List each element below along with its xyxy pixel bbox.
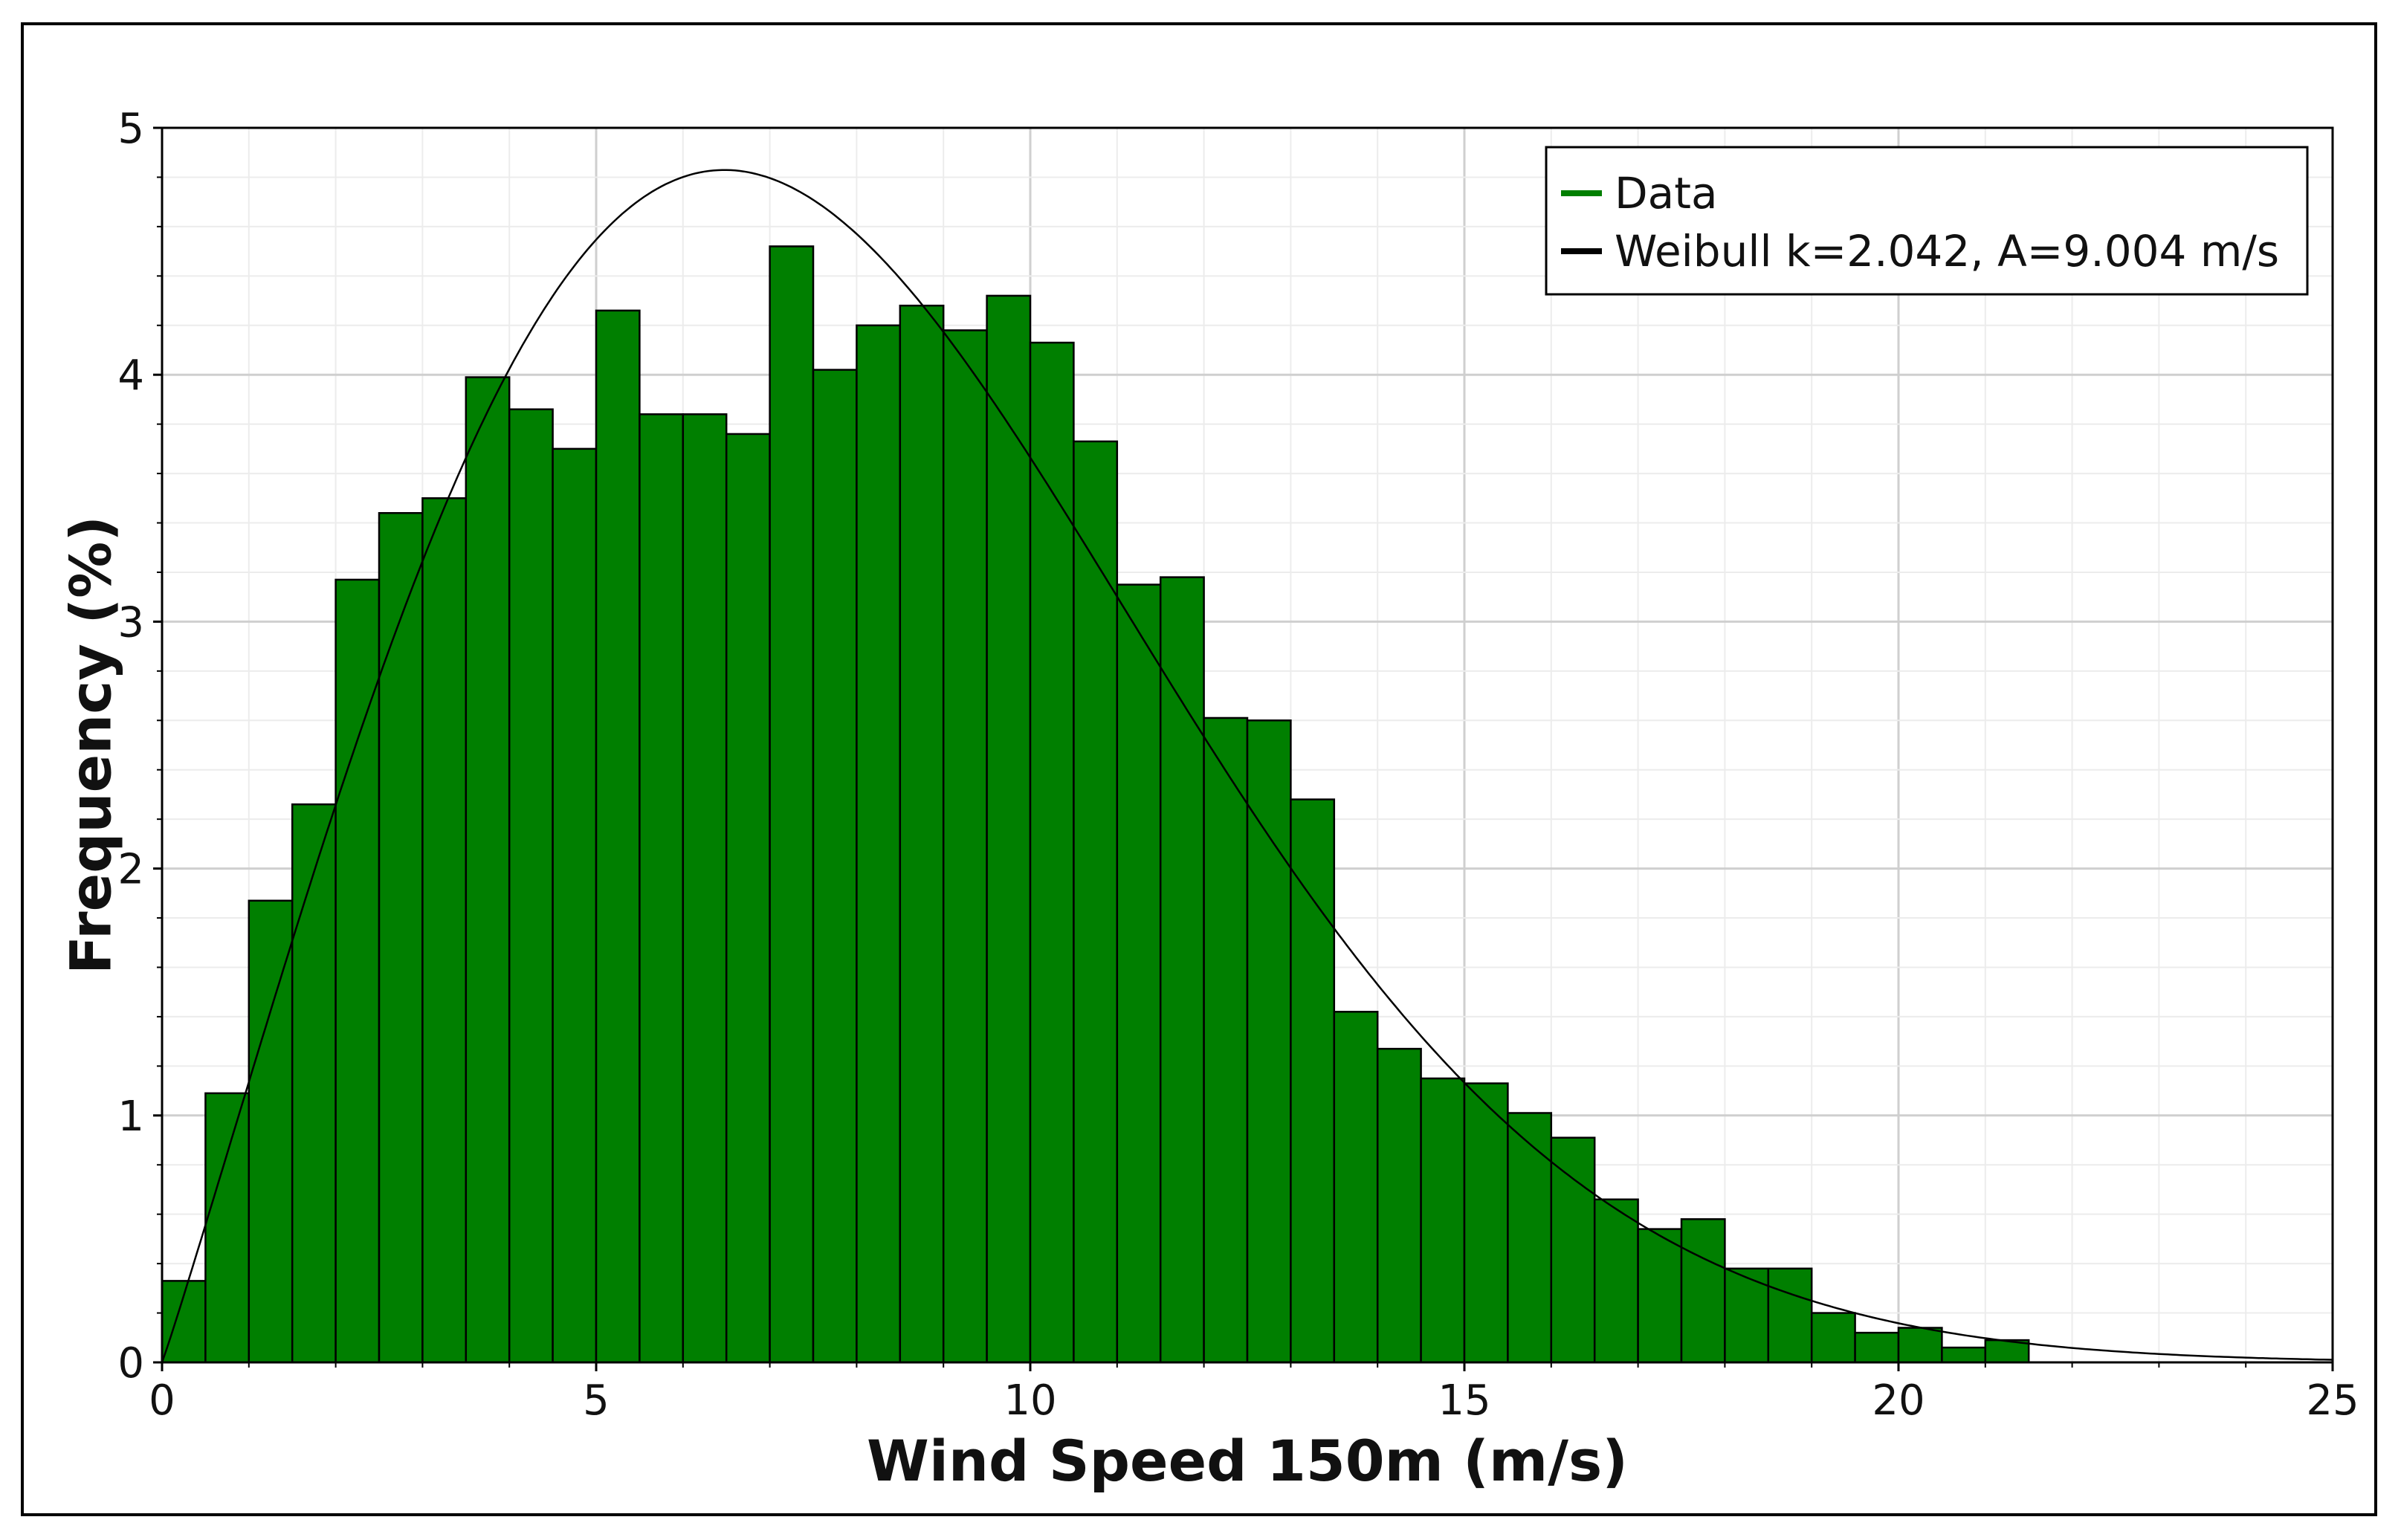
- chart-frame: [21, 22, 2377, 1516]
- y-tick-label: 0: [117, 1339, 144, 1388]
- histogram-bar: [942, 329, 988, 1364]
- histogram-bar: [378, 511, 424, 1364]
- histogram-bar: [1984, 1339, 2030, 1364]
- y-tick-label: 3: [117, 598, 144, 647]
- legend-label-data: Data: [1615, 168, 1718, 219]
- legend-box: [1545, 146, 2309, 296]
- histogram-bar: [1637, 1228, 1683, 1364]
- histogram-bar: [1680, 1218, 1726, 1364]
- x-tick-label: 5: [583, 1376, 610, 1425]
- histogram-bar: [1420, 1077, 1466, 1364]
- histogram-bar: [335, 578, 381, 1364]
- histogram-bar: [856, 324, 902, 1364]
- histogram-bar: [1767, 1267, 1813, 1364]
- histogram-bar: [986, 294, 1032, 1364]
- histogram-bar: [1854, 1331, 1900, 1364]
- histogram-bar: [1246, 719, 1292, 1364]
- x-tick-label: 25: [2306, 1376, 2359, 1425]
- histogram-bar: [682, 413, 728, 1364]
- x-tick-label: 15: [1438, 1376, 1490, 1425]
- y-tick-label: 4: [117, 352, 144, 400]
- histogram-bar: [1941, 1346, 1987, 1364]
- x-tick-label: 0: [149, 1376, 175, 1425]
- histogram-bar: [1593, 1198, 1639, 1364]
- histogram-bar: [465, 376, 511, 1364]
- histogram-bar: [1073, 440, 1119, 1364]
- histogram-bar: [508, 408, 554, 1364]
- histogram-bar: [595, 309, 641, 1364]
- x-tick-label: 20: [1872, 1376, 1925, 1425]
- y-tick-label: 1: [117, 1093, 144, 1141]
- x-axis-label: Wind Speed 150m (m/s): [867, 1428, 1628, 1494]
- legend: Data Weibull k=2.042, A=9.004 m/s: [1545, 146, 2309, 296]
- histogram-bar: [1203, 716, 1249, 1364]
- histogram-bar: [725, 433, 771, 1364]
- histogram-bar: [1810, 1312, 1856, 1364]
- histogram-bar: [1463, 1082, 1509, 1364]
- histogram-bar: [291, 803, 337, 1364]
- histogram-bar: [1029, 341, 1075, 1364]
- y-tick-label: 5: [117, 105, 144, 153]
- histogram-bar: [552, 447, 598, 1364]
- histogram-bar: [1159, 576, 1205, 1364]
- histogram-bar: [1550, 1136, 1596, 1364]
- x-tick-label: 10: [1004, 1376, 1056, 1425]
- y-axis-ticks: 0 1 2 3 4 5: [117, 105, 162, 1388]
- histogram-bar: [1507, 1112, 1553, 1364]
- histogram-bar: [421, 497, 468, 1364]
- histogram-bar: [899, 304, 945, 1364]
- histogram-bars: [161, 245, 2030, 1364]
- histogram-bar: [1897, 1327, 1943, 1364]
- histogram-bar: [248, 899, 294, 1364]
- histogram-bar: [812, 369, 858, 1364]
- weibull-curve: [161, 169, 2333, 1363]
- histogram-bar: [204, 1092, 251, 1364]
- x-axis-ticks: 0 5 10 15 20 25: [149, 1362, 2359, 1425]
- histogram-bar: [1290, 798, 1336, 1364]
- y-tick-label: 2: [117, 846, 144, 894]
- histogram-bar: [1376, 1047, 1422, 1364]
- histogram-bar: [1116, 583, 1162, 1364]
- histogram-bar: [1333, 1011, 1379, 1364]
- histogram-bar: [639, 413, 685, 1364]
- legend-label-weibull: Weibull k=2.042, A=9.004 m/s: [1615, 226, 2279, 276]
- histogram-bar: [769, 245, 815, 1364]
- y-axis-label: Frequency (%): [58, 516, 124, 974]
- plot-area-border: [161, 126, 2334, 1364]
